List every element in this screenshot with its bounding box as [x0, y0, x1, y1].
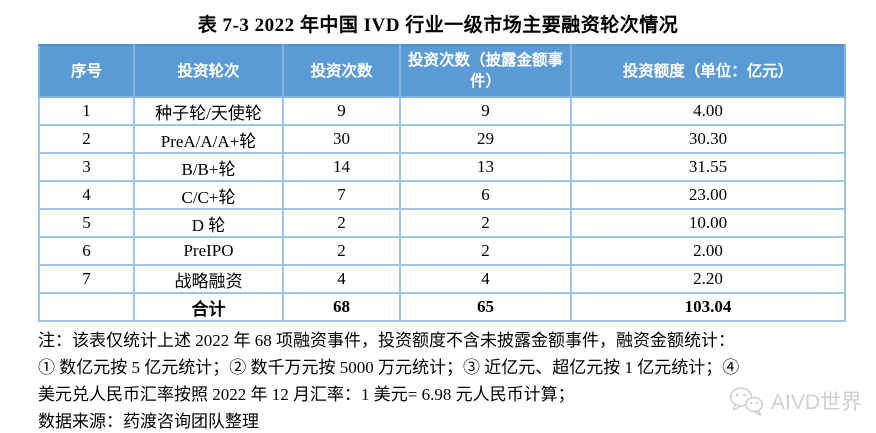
- cell-amount: 4.00: [570, 96, 846, 126]
- cell-count: 2: [282, 208, 401, 238]
- cell-count: 9: [282, 96, 401, 126]
- cell-round: D 轮: [133, 208, 284, 238]
- page-title: 表 7-3 2022 年中国 IVD 行业一级市场主要融资轮次情况: [197, 15, 679, 36]
- cell-count: 4: [282, 264, 401, 294]
- cell-count: 14: [282, 152, 401, 182]
- cell-round: 战略融资: [133, 264, 284, 294]
- cell-amount: 2.20: [570, 264, 846, 294]
- cell-round: C/C+轮: [133, 180, 284, 210]
- note-line-3: 美元兑人民币汇率按照 2022 年 12 月汇率：1 美元= 6.98 元人民币…: [38, 385, 575, 404]
- cell-no: [38, 292, 135, 322]
- col-header-disclosed-count: 投资次数（披露金额事件）: [399, 44, 572, 98]
- cell-no: 5: [38, 208, 135, 238]
- cell-round-total-label: 合计: [133, 292, 284, 322]
- cell-no: 7: [38, 264, 135, 294]
- cell-count: 2: [282, 236, 401, 266]
- data-source-line: 数据来源：药渡咨询团队整理: [38, 412, 259, 431]
- cell-amount: 10.00: [570, 208, 846, 238]
- note-line-1: 注：该表仅统计上述 2022 年 68 项融资事件，投资额度不含未披露金额事件，…: [38, 331, 735, 350]
- cell-round: 种子轮/天使轮: [133, 96, 284, 126]
- cell-count-total: 68: [282, 292, 401, 322]
- cell-round: PreIPO: [133, 236, 284, 266]
- table-row: 5 D 轮 2 2 10.00: [38, 208, 846, 238]
- table-header-row: 序号 投资轮次 投资次数 投资次数（披露金额事件） 投资额度（单位：亿元）: [38, 44, 846, 98]
- cell-no: 2: [38, 124, 135, 154]
- cell-no: 4: [38, 180, 135, 210]
- wechat-icon: [728, 386, 764, 416]
- col-header-amount: 投资额度（单位：亿元）: [570, 44, 846, 98]
- cell-disclosed-count-total: 65: [399, 292, 572, 322]
- cell-count: 7: [282, 180, 401, 210]
- cell-count: 30: [282, 124, 401, 154]
- watermark: AIVD世界: [728, 386, 862, 416]
- cell-amount: 30.30: [570, 124, 846, 154]
- table-row: 7 战略融资 4 4 2.20: [38, 264, 846, 294]
- table-row: 2 PreA/A/A+轮 30 29 30.30: [38, 124, 846, 154]
- cell-disclosed-count: 6: [399, 180, 572, 210]
- watermark-label: AIVD世界: [770, 391, 862, 414]
- table-row: 4 C/C+轮 7 6 23.00: [38, 180, 846, 210]
- cell-amount: 2.00: [570, 236, 846, 266]
- col-header-round: 投资轮次: [133, 44, 284, 98]
- cell-no: 1: [38, 96, 135, 126]
- table-notes: 注：该表仅统计上述 2022 年 68 项融资事件，投资额度不含未披露金额事件，…: [38, 327, 876, 433]
- cell-disclosed-count: 2: [399, 208, 572, 238]
- cell-disclosed-count: 13: [399, 152, 572, 182]
- cell-disclosed-count: 29: [399, 124, 572, 154]
- cell-no: 3: [38, 152, 135, 182]
- cell-disclosed-count: 2: [399, 236, 572, 266]
- col-header-count: 投资次数: [282, 44, 401, 98]
- cell-amount: 31.55: [570, 152, 846, 182]
- note-line-2: ① 数亿元按 5 亿元统计；② 数千万元按 5000 万元统计；③ 近亿元、超亿…: [38, 358, 740, 377]
- cell-round: PreA/A/A+轮: [133, 124, 284, 154]
- cell-amount-total: 103.04: [570, 292, 846, 322]
- cell-amount: 23.00: [570, 180, 846, 210]
- cell-round: B/B+轮: [133, 152, 284, 182]
- cell-disclosed-count: 4: [399, 264, 572, 294]
- table-row: 6 PreIPO 2 2 2.00: [38, 236, 846, 266]
- table-row: 1 种子轮/天使轮 9 9 4.00: [38, 96, 846, 126]
- cell-disclosed-count: 9: [399, 96, 572, 126]
- financing-rounds-table: 序号 投资轮次 投资次数 投资次数（披露金额事件） 投资额度（单位：亿元） 1 …: [38, 44, 846, 322]
- table-total-row: 合计 68 65 103.04: [38, 292, 846, 322]
- cell-no: 6: [38, 236, 135, 266]
- table-row: 3 B/B+轮 14 13 31.55: [38, 152, 846, 182]
- col-header-no: 序号: [38, 44, 135, 98]
